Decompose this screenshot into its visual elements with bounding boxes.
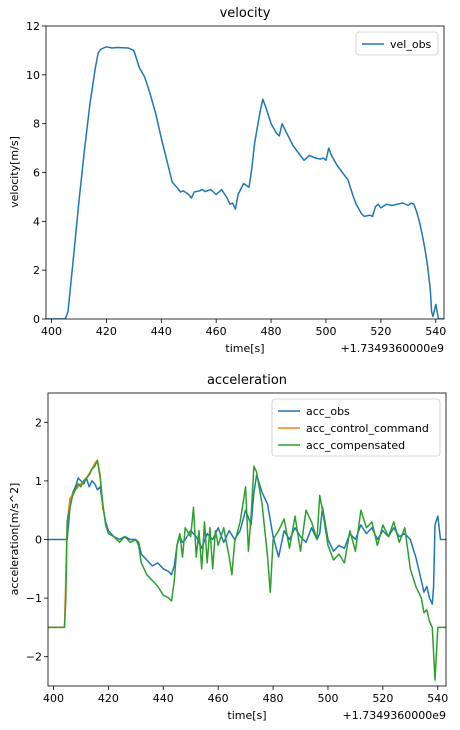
acceleration-chart: acceleration 400 420 440 460 480 500 520 540 −2… xyxy=(8,373,448,722)
velocity-legend-box xyxy=(355,31,439,56)
velocity-x-offset-label: +1.7349360000e9 xyxy=(341,342,444,355)
acceleration-x-tick-label: 440 xyxy=(153,692,174,705)
acceleration-x-tick-label: 480 xyxy=(263,692,284,705)
velocity-y-tick-label: 10 xyxy=(26,69,40,82)
acceleration-y-ticks: −2 −1 0 1 2 xyxy=(26,416,48,664)
velocity-y-ticks: 0 2 4 6 8 10 12 xyxy=(26,20,46,326)
velocity-chart: velocity 400 420 440 460 480 500 520 540 0 2 4 6 8 1… xyxy=(8,6,446,355)
acceleration-legend-label-acc_control_command: acc_control_command xyxy=(306,422,429,435)
velocity-x-tick-label: 500 xyxy=(315,325,336,338)
velocity-y-tick-label: 6 xyxy=(33,167,40,180)
velocity-x-tick-label: 400 xyxy=(41,325,62,338)
acceleration-plot-area xyxy=(48,459,446,681)
velocity-chart-title: velocity xyxy=(220,6,271,21)
velocity-legend-label-vel_obs: vel_obs xyxy=(390,38,432,51)
acceleration-x-tick-label: 540 xyxy=(427,692,448,705)
acceleration-y-tick-label: −2 xyxy=(26,651,42,664)
velocity-y-tick-label: 12 xyxy=(26,20,40,33)
velocity-series-vel_obs xyxy=(46,46,444,319)
acceleration-x-axis-label: time[s] xyxy=(227,709,266,722)
velocity-x-tick-label: 540 xyxy=(425,325,446,338)
velocity-y-axis-label: velocity[m/s] xyxy=(8,136,21,208)
acceleration-legend-label-acc_compensated: acc_compensated xyxy=(306,439,405,452)
velocity-x-tick-label: 440 xyxy=(151,325,172,338)
acceleration-legend-box xyxy=(271,398,441,457)
acceleration-x-tick-label: 400 xyxy=(43,692,64,705)
velocity-x-tick-label: 460 xyxy=(206,325,227,338)
acceleration-y-axis-label: acceleration[m/s^2] xyxy=(8,483,21,596)
acceleration-x-tick-label: 500 xyxy=(317,692,338,705)
acceleration-x-tick-label: 520 xyxy=(372,692,393,705)
velocity-legend: vel_obs xyxy=(355,31,439,56)
acceleration-legend: acc_obs acc_control_command acc_compensate… xyxy=(271,398,441,457)
acceleration-series-acc_compensated xyxy=(48,459,446,681)
acceleration-y-tick-label: 2 xyxy=(35,416,42,429)
acceleration-y-tick-label: −1 xyxy=(26,592,42,605)
velocity-y-tick-label: 2 xyxy=(33,264,40,277)
acceleration-x-tick-label: 460 xyxy=(208,692,229,705)
acceleration-legend-label-acc_obs: acc_obs xyxy=(306,405,350,418)
velocity-y-tick-label: 8 xyxy=(33,118,40,131)
acceleration-y-tick-label: 1 xyxy=(35,475,42,488)
velocity-y-tick-label: 4 xyxy=(33,215,40,228)
acceleration-series-acc_obs xyxy=(48,474,446,605)
velocity-x-tick-label: 480 xyxy=(261,325,282,338)
acceleration-x-ticks: 400 420 440 460 480 500 520 540 xyxy=(43,686,448,705)
velocity-x-tick-label: 420 xyxy=(96,325,117,338)
acceleration-y-tick-label: 0 xyxy=(35,534,42,547)
velocity-axes-frame xyxy=(45,25,445,320)
velocity-plot-area xyxy=(46,46,444,319)
acceleration-x-tick-label: 420 xyxy=(98,692,119,705)
velocity-x-tick-label: 520 xyxy=(370,325,391,338)
velocity-y-tick-label: 0 xyxy=(33,313,40,326)
velocity-x-ticks: 400 420 440 460 480 500 520 540 xyxy=(41,319,446,338)
acceleration-x-offset-label: +1.7349360000e9 xyxy=(343,709,446,722)
acceleration-chart-title: acceleration xyxy=(207,373,287,388)
velocity-x-axis-label: time[s] xyxy=(225,342,264,355)
